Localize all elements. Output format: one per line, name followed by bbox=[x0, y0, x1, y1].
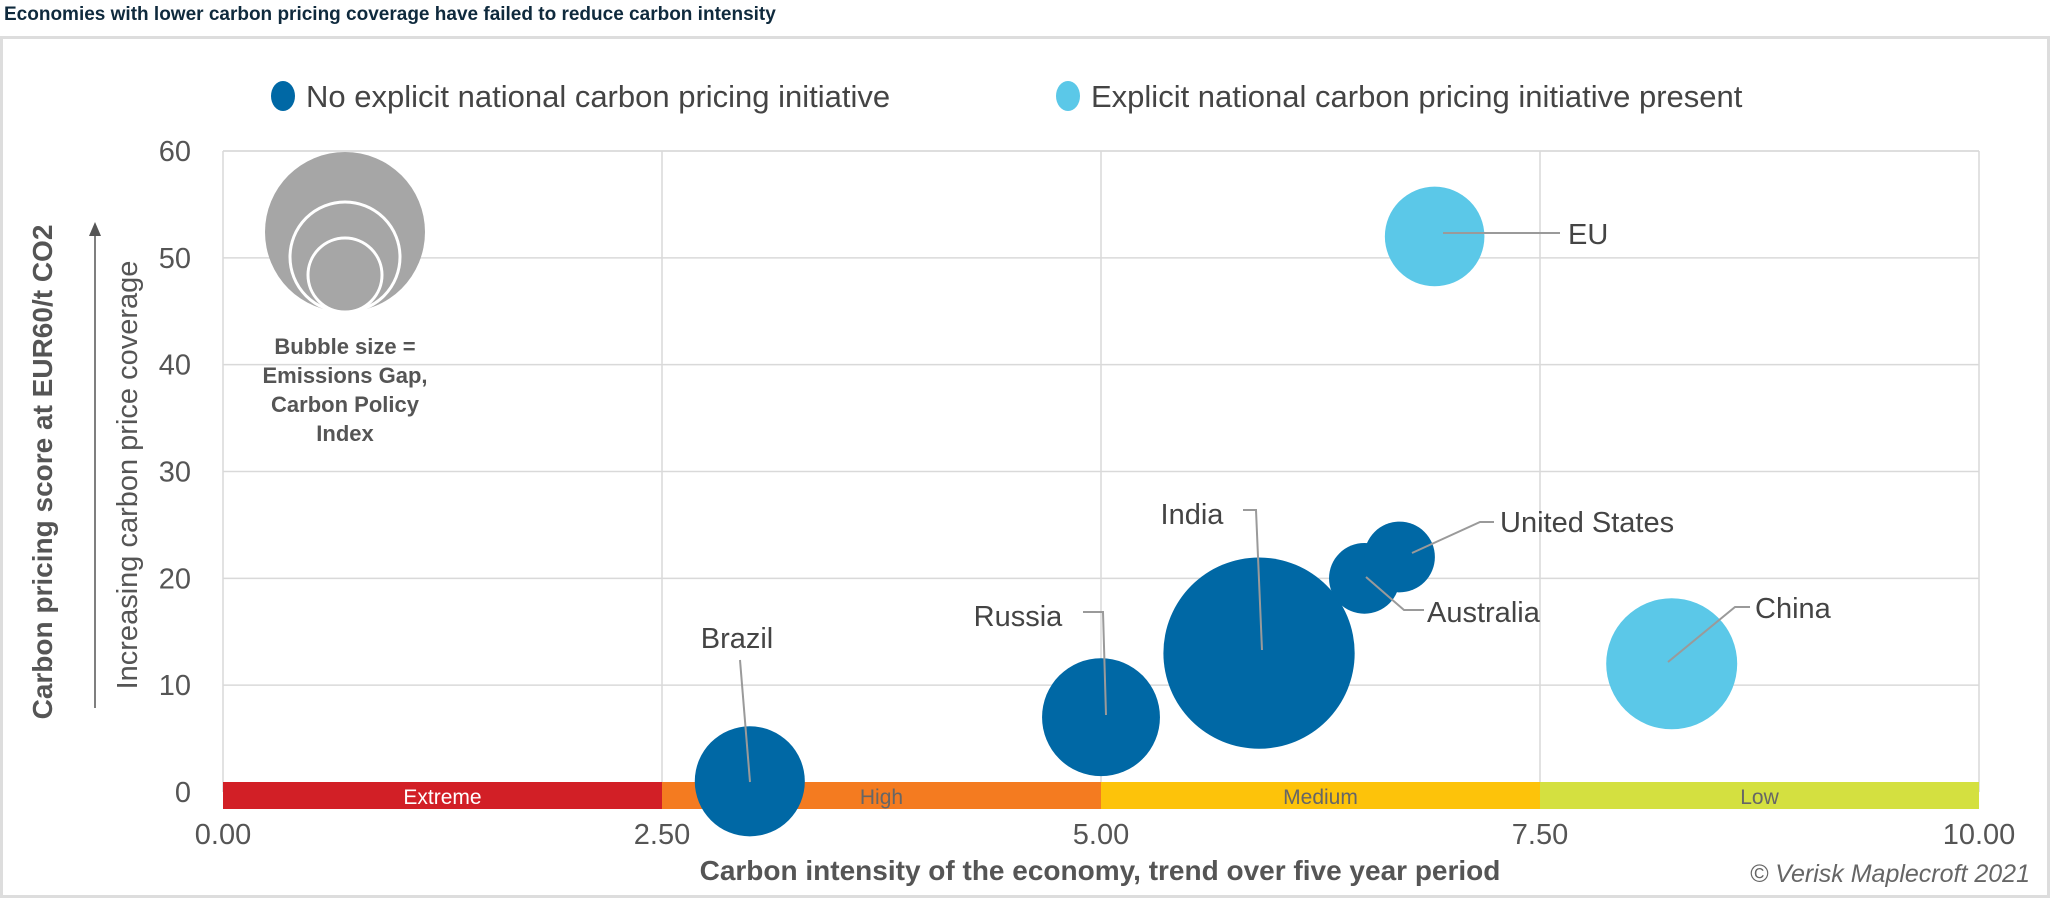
band-extreme bbox=[223, 782, 662, 809]
bubble-united-states bbox=[1364, 521, 1435, 593]
leader-line bbox=[1365, 576, 1424, 611]
x-tick-label: 7.50 bbox=[1512, 819, 1568, 851]
y-tick-label: 20 bbox=[159, 563, 191, 595]
gridlines bbox=[222, 150, 1980, 792]
size-legend-line-2: Emissions Gap, bbox=[262, 363, 427, 388]
bubble-label: Brazil bbox=[701, 623, 774, 655]
bubble-label: United States bbox=[1500, 507, 1674, 539]
y-tick-label: 50 bbox=[159, 243, 191, 275]
arrow-up-icon bbox=[89, 222, 101, 236]
chart-title: Economies with lower carbon pricing cove… bbox=[4, 4, 776, 25]
y-tick-label: 10 bbox=[159, 670, 191, 702]
copyright: © Verisk Maplecroft 2021 bbox=[1750, 860, 2030, 888]
x-tick-label: 0.00 bbox=[195, 819, 251, 851]
legend-marker-initiative bbox=[1056, 81, 1080, 111]
bubble-eu bbox=[1384, 186, 1485, 287]
bubble-russia bbox=[1042, 658, 1160, 777]
bubble-label: India bbox=[1161, 499, 1225, 531]
legend-label-no-initiative: No explicit national carbon pricing init… bbox=[306, 79, 890, 114]
band-label: Low bbox=[1740, 786, 1779, 809]
x-tick-label: 5.00 bbox=[1073, 819, 1129, 851]
size-legend-line-1: Bubble size = bbox=[274, 334, 415, 359]
leader-line bbox=[739, 659, 751, 783]
y-axis-secondary-title: Increasing carbon price coverage bbox=[112, 261, 144, 690]
y-tick-label: 40 bbox=[159, 350, 191, 382]
intensity-bands: Extreme High Medium Low bbox=[223, 782, 1979, 809]
band-label: Extreme bbox=[403, 786, 481, 809]
band-low bbox=[1540, 782, 1979, 809]
bubble-label: Russia bbox=[974, 601, 1064, 633]
legend-marker-no-initiative bbox=[271, 81, 295, 111]
x-tick-label: 2.50 bbox=[634, 819, 690, 851]
x-tick-label: 10.00 bbox=[1943, 819, 2016, 851]
leader-line bbox=[1411, 521, 1494, 554]
y-tick-label: 60 bbox=[159, 136, 191, 168]
bubble-india bbox=[1163, 557, 1355, 749]
chart-frame bbox=[0, 36, 2050, 898]
size-legend-small bbox=[306, 236, 384, 314]
bubble-label: China bbox=[1755, 593, 1832, 625]
size-legend-line-4: Index bbox=[316, 421, 374, 446]
bubble-size-legend: Bubble size = Emissions Gap, Carbon Poli… bbox=[262, 152, 428, 446]
tick-labels: 0 10 20 30 40 50 60 0.00 2.50 5.00 7.50 10.00 bbox=[159, 136, 2016, 851]
bubble-labels: Brazil Russia India Australia United States E… bbox=[701, 219, 1832, 783]
band-medium bbox=[1101, 782, 1540, 809]
leader-line bbox=[1667, 606, 1750, 663]
leader-line bbox=[1083, 611, 1107, 716]
leader-line bbox=[1243, 509, 1263, 651]
legend-label-initiative: Explicit national carbon pricing initiat… bbox=[1091, 79, 1743, 114]
bubble-label: Australia bbox=[1427, 597, 1541, 629]
band-label: Medium bbox=[1283, 786, 1358, 809]
legend: No explicit national carbon pricing init… bbox=[271, 79, 1743, 114]
band-label: High bbox=[860, 786, 903, 809]
y-tick-label: 30 bbox=[159, 457, 191, 489]
x-axis-title: Carbon intensity of the economy, trend o… bbox=[700, 855, 1501, 886]
bubble-china bbox=[1606, 598, 1738, 730]
y-tick-label: 0 bbox=[175, 777, 191, 809]
size-legend-line-3: Carbon Policy bbox=[271, 392, 420, 417]
bubble-label: EU bbox=[1568, 219, 1608, 251]
y-axis-title: Carbon pricing score at EUR60/t CO2 bbox=[27, 225, 58, 720]
